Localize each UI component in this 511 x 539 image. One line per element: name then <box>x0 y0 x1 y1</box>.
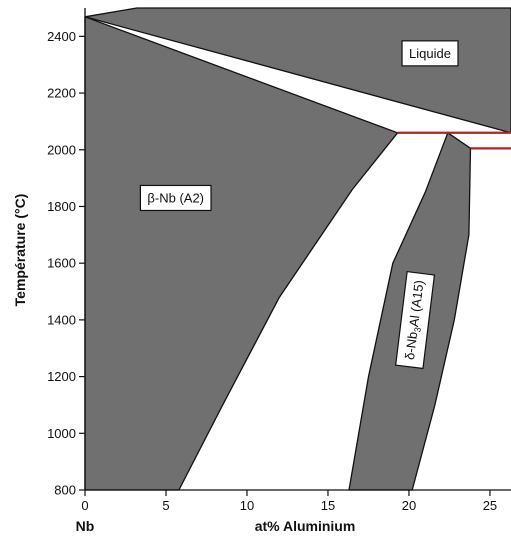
region-label-box <box>401 40 459 67</box>
x-tick-label: 0 <box>81 498 88 513</box>
x-tick-label: 20 <box>402 498 416 513</box>
x-tick-label: 25 <box>483 498 497 513</box>
x-tick-label: 10 <box>240 498 254 513</box>
x-tick-label: 15 <box>321 498 335 513</box>
region-label: β-Nb (A2) <box>139 184 212 212</box>
x-axis-endpoint-label: Nb <box>76 518 95 534</box>
y-tick-label: 2000 <box>47 142 76 157</box>
y-tick-label: 800 <box>54 483 76 498</box>
region-label-box <box>394 270 436 370</box>
bcc-solid-solution-region <box>84 16 399 491</box>
x-tick-label: 5 <box>162 498 169 513</box>
y-tick-label: 1600 <box>47 256 76 271</box>
invariant-lines <box>397 131 511 150</box>
region-labels: Liquide β-Nb (A2) δ-Nb3Al (A15) <box>139 40 459 370</box>
axes <box>84 8 511 491</box>
region-label-text: Liquide <box>409 46 451 61</box>
region-label-box <box>139 184 212 212</box>
x-axis-title: at% Aluminium <box>255 518 356 534</box>
liquid-composition-region <box>84 7 511 134</box>
y-tick-label: 1800 <box>47 199 76 214</box>
y-tick-label: 1200 <box>47 369 76 384</box>
y-axis-title: Température (°C) <box>12 194 28 307</box>
y-tick-label: 2200 <box>47 86 76 101</box>
y-tick-label: 2400 <box>47 29 76 44</box>
region-label-text: β-Nb (A2) <box>147 190 204 205</box>
y-tick-label: 1400 <box>47 312 76 327</box>
region-label: δ-Nb3Al (A15) <box>394 270 436 370</box>
region-label: Liquide <box>401 40 459 67</box>
phase-regions <box>84 7 511 491</box>
y-tick-label: 1000 <box>47 426 76 441</box>
axis-ticks: 0 5 10 15 20 25 800 1000 1200 1400 1600 1800 2000 220… <box>47 29 497 513</box>
region-label-text: δ-Nb3Al (A15) <box>401 279 428 361</box>
